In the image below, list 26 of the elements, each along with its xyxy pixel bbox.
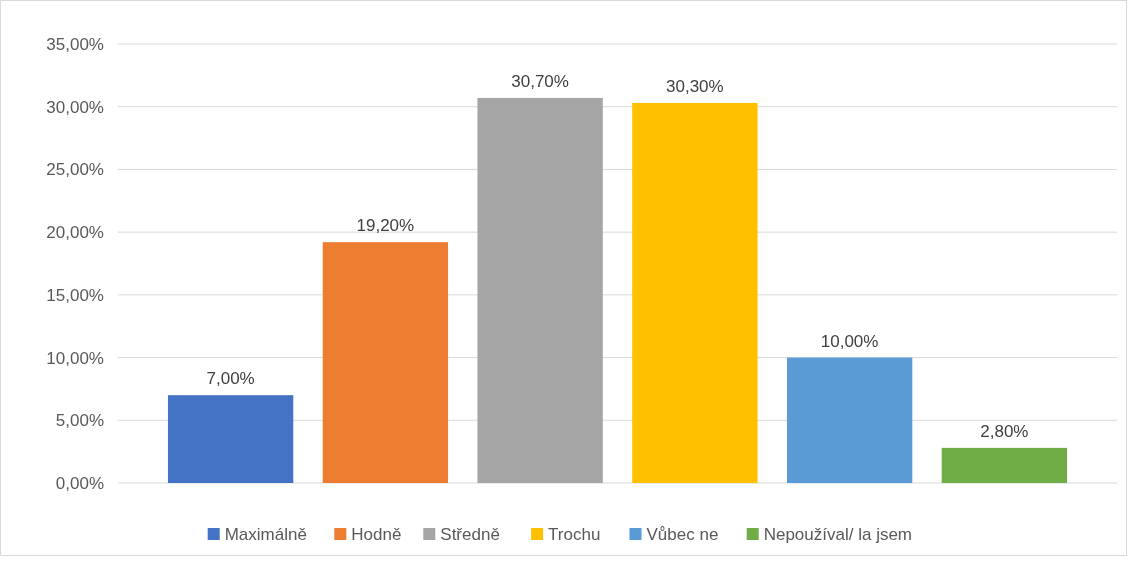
- legend-label: Hodně: [351, 524, 402, 544]
- data-label: 7,00%: [206, 369, 255, 389]
- legend-label: Středně: [440, 524, 500, 544]
- legend-label: Trochu: [548, 524, 601, 544]
- legend-label: Maximálně: [224, 524, 307, 544]
- y-tick-label: 35,00%: [46, 34, 104, 54]
- legend-label: Nepoužíval/ la jsem: [763, 524, 913, 544]
- bar: [632, 102, 758, 483]
- legend-label: Vůbec ne: [646, 524, 719, 544]
- bar: [786, 357, 913, 483]
- y-tick-label: 15,00%: [46, 285, 104, 305]
- y-tick-label: 20,00%: [46, 223, 104, 243]
- data-label: 19,20%: [356, 216, 415, 236]
- y-tick-label: 25,00%: [46, 160, 104, 180]
- bar: [477, 97, 603, 483]
- data-label: 30,70%: [511, 71, 569, 91]
- data-label: 30,30%: [666, 76, 724, 96]
- y-tick-label: 0,00%: [55, 473, 104, 493]
- y-tick-label: 5,00%: [55, 411, 104, 431]
- bar: [167, 395, 294, 483]
- data-label: 10,00%: [820, 331, 879, 351]
- bar: [322, 242, 449, 483]
- y-tick-label: 30,00%: [46, 97, 104, 117]
- data-label: 2,80%: [980, 421, 1029, 441]
- bar: [941, 447, 1068, 483]
- y-tick-label: 10,00%: [46, 348, 104, 368]
